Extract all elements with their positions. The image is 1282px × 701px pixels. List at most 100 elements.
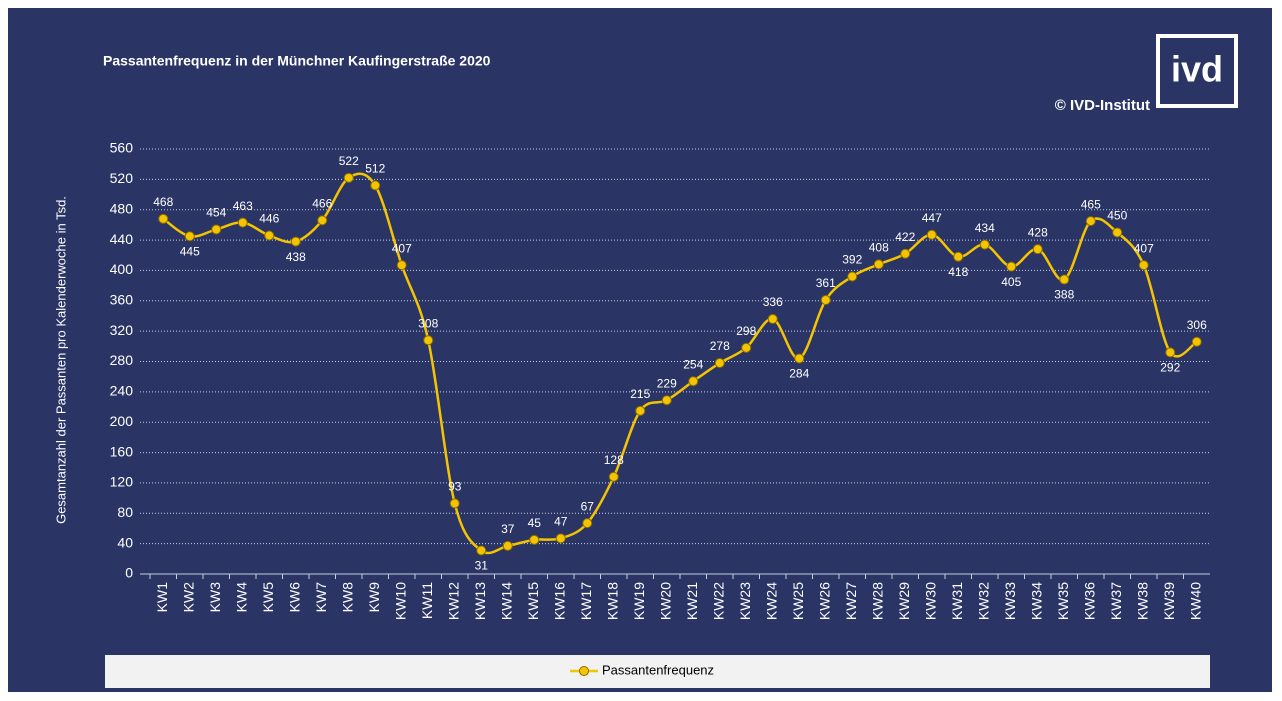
- x-tick-label: KW26: [816, 582, 832, 620]
- point: [317, 215, 328, 226]
- point: [714, 358, 725, 369]
- point: [423, 335, 434, 346]
- y-tick-label: 520: [110, 170, 134, 186]
- x-tick-label: KW7: [313, 582, 329, 613]
- point: [608, 471, 619, 482]
- x-tick-label: KW6: [286, 582, 302, 613]
- point: [396, 260, 407, 271]
- data-label: 47: [554, 515, 568, 529]
- y-tick-label: 360: [110, 291, 134, 307]
- data-label: 405: [1001, 275, 1021, 289]
- point: [476, 545, 487, 556]
- x-tick-label: KW36: [1081, 582, 1097, 620]
- y-tick-label: 400: [110, 261, 134, 277]
- x-tick-label: KW14: [498, 582, 514, 620]
- x-tick-label: KW15: [525, 582, 541, 620]
- y-tick-label: 280: [110, 352, 134, 368]
- point: [635, 405, 646, 416]
- y-tick-label: 240: [110, 383, 134, 399]
- x-tick-label: KW20: [657, 582, 673, 620]
- y-tick-label: 120: [110, 474, 134, 490]
- data-label: 93: [448, 480, 462, 494]
- point: [184, 231, 195, 242]
- point: [847, 271, 858, 282]
- point: [343, 172, 354, 183]
- source: © IVD-Institut: [1055, 97, 1150, 114]
- x-tick-label: KW3: [207, 582, 223, 613]
- data-label: 361: [816, 276, 836, 290]
- x-tick-label: KW4: [233, 582, 249, 613]
- legend-marker: [579, 666, 589, 676]
- x-tick-label: KW8: [339, 582, 355, 613]
- point: [820, 295, 831, 306]
- legend-box: [105, 655, 1210, 688]
- point: [1006, 261, 1017, 272]
- data-label: 428: [1028, 225, 1048, 239]
- data-label: 438: [286, 250, 306, 264]
- x-tick-label: KW5: [260, 582, 276, 613]
- data-label: 215: [630, 387, 650, 401]
- data-label: 447: [922, 211, 942, 225]
- panel: [8, 8, 1272, 692]
- x-tick-label: KW19: [631, 582, 647, 620]
- point: [741, 342, 752, 353]
- x-tick-label: KW38: [1134, 582, 1150, 620]
- data-label: 418: [948, 265, 968, 279]
- point: [1191, 336, 1202, 347]
- data-label: 446: [259, 212, 279, 226]
- data-label: 229: [657, 376, 677, 390]
- x-tick-label: KW37: [1108, 582, 1124, 620]
- x-tick-label: KW34: [1028, 582, 1044, 620]
- point: [555, 533, 566, 544]
- point: [1032, 244, 1043, 255]
- y-tick-label: 440: [110, 231, 134, 247]
- data-label: 468: [153, 195, 173, 209]
- point: [582, 518, 593, 529]
- chart-title: Passantenfrequenz in der Münchner Kaufin…: [103, 53, 491, 69]
- data-label: 454: [206, 206, 226, 220]
- x-tick-label: KW33: [1002, 582, 1018, 620]
- logo-box: [1160, 38, 1234, 104]
- data-label: 512: [365, 162, 385, 176]
- data-label: 67: [581, 499, 595, 513]
- y-tick-label: 200: [110, 413, 134, 429]
- y-axis-label: Gesamtanzahl der Passanten pro Kalenderw…: [53, 196, 68, 524]
- point: [661, 395, 672, 406]
- x-tick-label: KW16: [551, 582, 567, 620]
- point: [794, 353, 805, 364]
- data-label: 407: [392, 241, 412, 255]
- data-label: 465: [1081, 197, 1101, 211]
- point: [1165, 347, 1176, 358]
- x-tick-label: KW28: [869, 582, 885, 620]
- x-tick-label: KW17: [578, 582, 594, 620]
- point: [1138, 260, 1149, 271]
- point: [1085, 216, 1096, 227]
- x-tick-label: KW9: [366, 582, 382, 613]
- point: [449, 498, 460, 509]
- y-tick-label: 560: [110, 140, 134, 156]
- point: [900, 248, 911, 259]
- y-tick-label: 320: [110, 322, 134, 338]
- y-tick-label: 160: [110, 443, 134, 459]
- data-label: 522: [339, 154, 359, 168]
- x-tick-label: KW25: [790, 582, 806, 620]
- data-label: 422: [895, 230, 915, 244]
- x-tick-label: KW23: [737, 582, 753, 620]
- point: [290, 236, 301, 247]
- x-tick-label: KW22: [710, 582, 726, 620]
- x-tick-label: KW13: [472, 582, 488, 620]
- point: [370, 180, 381, 191]
- point: [1059, 274, 1070, 285]
- data-label: 306: [1187, 318, 1207, 332]
- x-tick-label: KW35: [1055, 582, 1071, 620]
- data-label: 388: [1054, 288, 1074, 302]
- point: [158, 213, 169, 224]
- point: [873, 259, 884, 270]
- data-label: 128: [604, 453, 624, 467]
- data-label: 463: [233, 199, 253, 213]
- x-tick-label: KW40: [1187, 582, 1203, 620]
- x-tick-label: KW12: [445, 582, 461, 620]
- data-label: 336: [763, 295, 783, 309]
- point: [502, 540, 513, 551]
